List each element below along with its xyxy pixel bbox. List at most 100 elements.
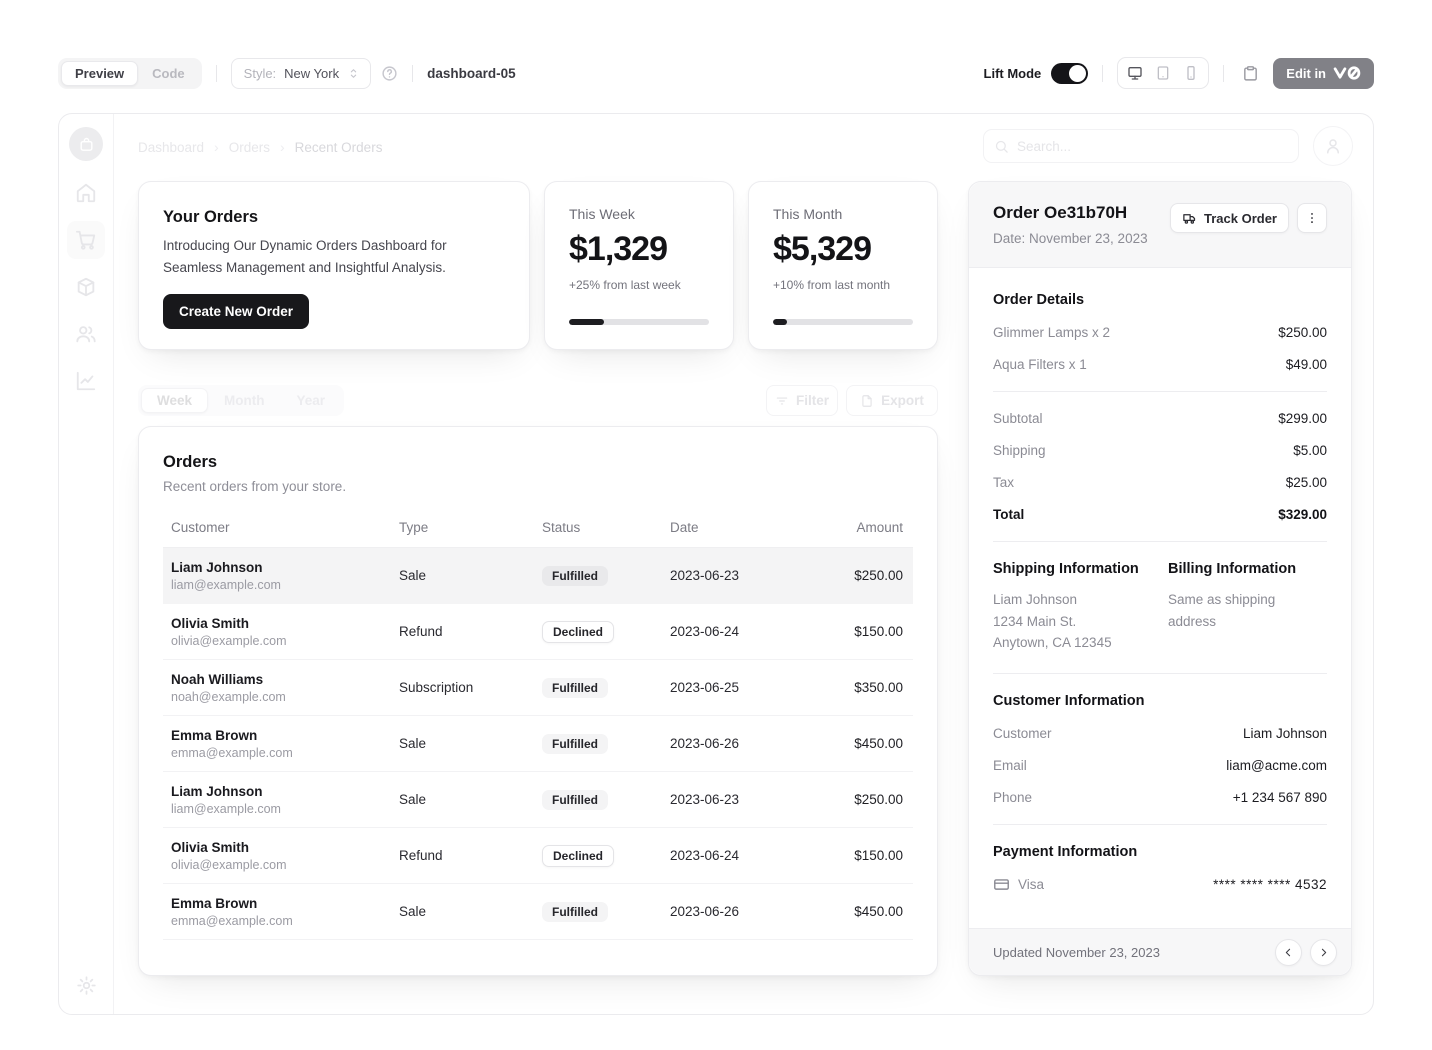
sidebar-item-analytics[interactable] [75, 370, 97, 392]
customer-email: olivia@example.com [171, 857, 287, 872]
table-row[interactable]: Emma Brown emma@example.com Sale Fulfill… [163, 716, 913, 772]
table-row[interactable]: Emma Brown emma@example.com Sale Fulfill… [163, 884, 913, 940]
customer-cell: Emma Brown emma@example.com [163, 896, 391, 928]
sidebar-item-orders[interactable] [67, 221, 105, 259]
create-new-order-button[interactable]: Create New Order [163, 293, 310, 329]
sidebar-item-home[interactable] [75, 182, 97, 204]
table-row[interactable]: Liam Johnson liam@example.com Sale Fulfi… [163, 548, 913, 604]
stat-label: This Month [773, 206, 843, 222]
customer-name: Liam Johnson [171, 783, 263, 799]
user-icon [1324, 137, 1342, 155]
summary-label: Subtotal [993, 411, 1043, 426]
sidebar-item-settings[interactable] [76, 975, 97, 996]
v0-logo-icon [1333, 66, 1361, 80]
divider [1223, 64, 1225, 82]
period-tab[interactable]: Year [281, 388, 342, 413]
column-header: Amount [856, 520, 903, 535]
chevrons-up-down-icon [347, 67, 360, 80]
status-badge: Fulfilled [542, 901, 608, 922]
table-row[interactable]: Olivia Smith olivia@example.com Refund D… [163, 828, 913, 884]
breadcrumb-item[interactable]: Dashboard [138, 139, 205, 155]
payment-info-heading: Payment Information [993, 843, 1138, 860]
preview-tab[interactable]: Preview [61, 60, 139, 86]
order-menu-button[interactable] [1297, 203, 1327, 233]
date-cell: 2023-06-26 [670, 736, 740, 751]
export-file-icon [860, 394, 874, 408]
status-badge: Declined [542, 620, 615, 643]
customer-email: liam@example.com [171, 801, 281, 816]
column-header: Date [670, 520, 699, 535]
next-order-button[interactable] [1310, 938, 1337, 966]
total-label: Total [993, 507, 1025, 522]
address-line: Same as shipping address [1168, 592, 1276, 629]
breadcrumb-item[interactable]: Orders [228, 139, 270, 155]
period-tab[interactable]: Week [141, 388, 209, 413]
breadcrumb-item[interactable]: Recent Orders [294, 139, 383, 155]
edit-in-v0-button[interactable]: Edit in [1273, 57, 1374, 89]
filter-button[interactable]: Filter [766, 385, 838, 416]
customer-email: emma@example.com [171, 745, 293, 760]
stats-row: Your Orders Introducing Our Dynamic Orde… [138, 181, 938, 350]
type-cell: Subscription [399, 680, 474, 695]
divider [993, 672, 1327, 674]
track-order-button[interactable]: Track Order [1170, 203, 1289, 233]
date-cell: 2023-06-24 [670, 848, 740, 863]
order-item-row: Aqua Filters x 1 $49.00 [993, 357, 1327, 372]
stat-cards: This Week $1,329 +25% from last week Thi… [544, 181, 938, 350]
item-name: Aqua Filters x 1 [993, 357, 1087, 372]
style-label: Style: [243, 65, 277, 81]
export-button[interactable]: Export [846, 385, 938, 416]
billing-info: Billing Information Same as shipping add… [1168, 561, 1327, 654]
order-items: Glimmer Lamps x 2 $250.00 Aqua Filters x… [993, 325, 1327, 372]
smartphone-icon [1183, 65, 1199, 81]
customer-cell: Emma Brown emma@example.com [163, 728, 391, 760]
lift-mode-toggle[interactable] [1051, 62, 1089, 84]
customer-name: Liam Johnson [171, 559, 263, 575]
sidebar-item-products[interactable] [75, 276, 97, 298]
shopping-bag-icon [78, 136, 95, 153]
column-header: Status [542, 520, 581, 535]
table-row[interactable]: Olivia Smith olivia@example.com Refund D… [163, 604, 913, 660]
sidebar-item-customers[interactable] [75, 323, 97, 345]
customer-info-row: Email liam@acme.com [993, 758, 1327, 773]
status-badge: Declined [542, 844, 615, 867]
customer-email: liam@example.com [171, 577, 281, 592]
filter-lines-icon [775, 394, 789, 408]
period-tab[interactable]: Month [208, 388, 280, 413]
customer-name: Olivia Smith [171, 839, 250, 855]
edit-in-label: Edit in [1286, 65, 1326, 81]
customer-name: Noah Williams [171, 671, 264, 687]
tablet-view-button[interactable] [1151, 61, 1175, 85]
order-panel-header: Order Oe31b70H Date: November 23, 2023 T… [969, 182, 1351, 268]
code-tab[interactable]: Code [138, 61, 199, 86]
users-icon [75, 323, 97, 345]
user-avatar-button[interactable] [1313, 126, 1353, 166]
stat-delta: +25% from last week [569, 278, 681, 292]
search-input[interactable] [1017, 138, 1288, 154]
copy-code-button[interactable] [1238, 61, 1263, 86]
help-button[interactable] [381, 65, 398, 82]
preview-code-switch: Preview Code [58, 57, 202, 89]
table-row[interactable]: Noah Williams noah@example.com Subscript… [163, 660, 913, 716]
customer-name: Olivia Smith [171, 615, 250, 631]
desktop-view-button[interactable] [1123, 61, 1147, 85]
previous-order-button[interactable] [1275, 938, 1302, 966]
export-label: Export [881, 393, 924, 408]
stat-card: This Week $1,329 +25% from last week [544, 181, 734, 350]
store-logo-button[interactable] [69, 127, 103, 161]
style-select[interactable]: Style: New York [230, 57, 372, 89]
table-row[interactable]: Liam Johnson liam@example.com Sale Fulfi… [163, 772, 913, 828]
mobile-view-button[interactable] [1179, 61, 1203, 85]
info-value: +1 234 567 890 [1232, 789, 1327, 805]
table-body: Liam Johnson liam@example.com Sale Fulfi… [163, 548, 913, 940]
breadcrumb-separator-icon: › [214, 139, 219, 155]
amount-cell: $150.00 [854, 624, 903, 639]
status-cell: Fulfilled [534, 789, 662, 810]
date-cell: 2023-06-26 [670, 904, 740, 919]
customer-cell: Liam Johnson liam@example.com [163, 784, 391, 816]
divider [993, 391, 1327, 392]
stat-label: This Week [569, 206, 635, 222]
progress-bar [569, 319, 709, 325]
customer-name: Emma Brown [171, 895, 258, 911]
status-cell: Fulfilled [534, 901, 662, 922]
